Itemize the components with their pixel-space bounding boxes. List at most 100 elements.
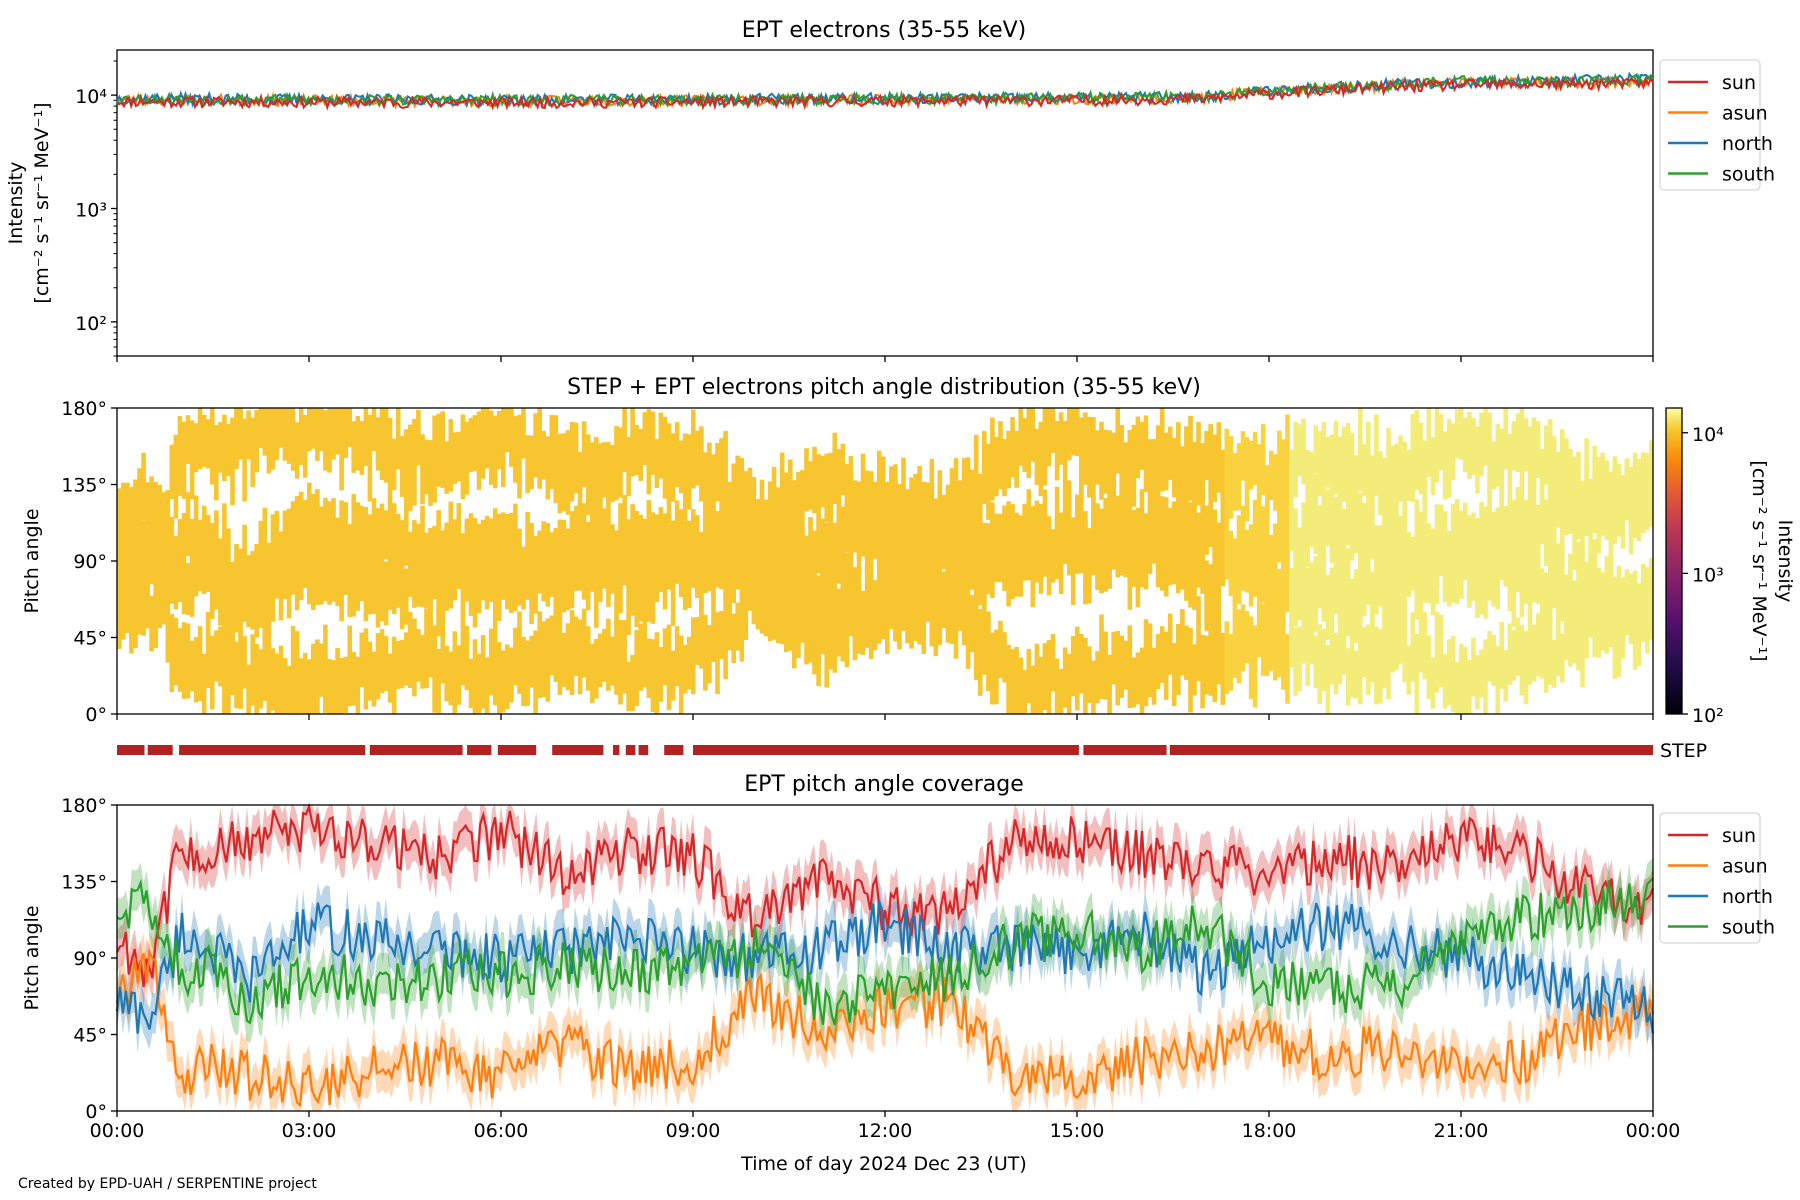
heatmap-cell (1301, 558, 1306, 618)
heatmap-cell (1527, 486, 1533, 557)
heatmap-cell (881, 490, 886, 559)
heatmap-cell (1208, 564, 1213, 619)
heatmap-cell (315, 639, 320, 714)
heatmap-cell (585, 434, 591, 516)
heatmap-cells (117, 408, 1654, 714)
heatmap-cell (1349, 432, 1355, 515)
heatmap-cell (278, 531, 284, 598)
heatmap-cell (1135, 529, 1141, 608)
heatmap-cell (218, 547, 223, 626)
heatmap-cell (1511, 547, 1517, 627)
heatmap-cell (998, 421, 1003, 490)
heatmap-cell (1018, 408, 1023, 466)
heatmap-cell (1370, 618, 1375, 683)
heatmap-cell (937, 470, 943, 535)
heatmap-cell (488, 410, 494, 485)
y-tick-label: 135° (61, 872, 107, 894)
heatmap-cell (723, 430, 728, 519)
heatmap-cell (682, 508, 688, 589)
heatmap-cell (1604, 600, 1610, 654)
heatmap-cell (876, 450, 882, 531)
heatmap-cell (1285, 414, 1290, 499)
heatmap-cell (1406, 645, 1411, 695)
heatmap-cell (1002, 632, 1007, 683)
heatmap-cell (792, 562, 797, 636)
heatmap-cell (1196, 422, 1201, 506)
heatmap-cell (594, 639, 599, 699)
heatmap-cell (614, 552, 619, 628)
heatmap-cell (319, 408, 324, 452)
heatmap-cell (1333, 547, 1339, 614)
heatmap-cell (994, 516, 999, 576)
heatmap-cell (913, 532, 918, 618)
heatmap-cell (355, 656, 361, 714)
heatmap-cell (638, 428, 643, 481)
heatmap-cell (973, 434, 979, 503)
heatmap-cell (1515, 617, 1521, 676)
heatmap-cell (1644, 453, 1650, 526)
heatmap-cell (1418, 608, 1424, 673)
heatmap-cell (1349, 578, 1355, 640)
heatmap-cell (250, 634, 255, 706)
heatmap-cell (210, 408, 215, 485)
heatmap-cell (1066, 653, 1072, 714)
heatmap-cell (715, 442, 720, 502)
heatmap-cell (1414, 499, 1420, 576)
heatmap-cell (448, 651, 454, 706)
heatmap-cell (230, 417, 235, 506)
heatmap-cell (638, 514, 643, 582)
heatmap-cell (1018, 657, 1023, 714)
y-tick-label: 135° (61, 475, 107, 497)
heatmap-cell (828, 452, 833, 518)
y-tick-label: 0° (85, 704, 107, 726)
heatmap-cell (1127, 625, 1133, 709)
heatmap-cell (1062, 647, 1068, 708)
heatmap-cell (1208, 485, 1213, 548)
heatmap-cell (1058, 412, 1064, 465)
heatmap-cell (1321, 545, 1327, 622)
step-segment (467, 745, 492, 755)
heatmap-cell (1362, 502, 1367, 575)
heatmap-cell (161, 492, 167, 576)
heatmap-cell (226, 562, 231, 644)
heatmap-cell (1046, 640, 1052, 714)
heatmap-cell (812, 446, 817, 514)
heatmap-cell (1204, 430, 1209, 481)
heatmap-cell (488, 628, 494, 696)
heatmap-cell (1228, 634, 1234, 691)
heatmap-cell (1236, 609, 1242, 684)
heatmap-cell (735, 514, 740, 582)
heatmap-cell (513, 416, 518, 483)
heatmap-cell (840, 443, 846, 496)
heatmap-cell (440, 615, 445, 684)
heatmap-cell (1418, 511, 1424, 584)
heatmap-cell (1034, 643, 1040, 714)
heatmap-cell (1087, 416, 1092, 498)
heatmap-cell (610, 538, 615, 594)
heatmap-cell (1030, 506, 1036, 593)
heatmap-cell (387, 534, 393, 610)
heatmap-cell (1357, 408, 1363, 492)
heatmap-cell (1119, 425, 1124, 495)
heatmap-cell (1620, 577, 1626, 649)
heatmap-cell (658, 647, 664, 702)
heatmap-cell (331, 498, 336, 557)
heatmap-cell (1406, 547, 1411, 597)
heatmap-cell (1394, 443, 1399, 521)
heatmap-cell (1147, 505, 1153, 574)
heatmap-cell (1366, 548, 1371, 605)
heatmap-cell (1002, 439, 1007, 497)
heatmap-cell (149, 534, 154, 585)
heatmap-cell (181, 528, 187, 615)
heatmap-cell (990, 632, 995, 705)
heatmap-cell (1499, 487, 1504, 566)
heatmap-cell (331, 408, 336, 460)
heatmap-cell (953, 513, 959, 583)
heatmap-cell (707, 442, 712, 519)
heatmap-cell (323, 624, 328, 713)
heatmap-cell (840, 506, 846, 574)
heatmap-cell (1131, 657, 1137, 708)
heatmap-cell (1386, 511, 1391, 590)
heatmap-cell (824, 522, 829, 595)
heatmap-cell (666, 423, 672, 500)
